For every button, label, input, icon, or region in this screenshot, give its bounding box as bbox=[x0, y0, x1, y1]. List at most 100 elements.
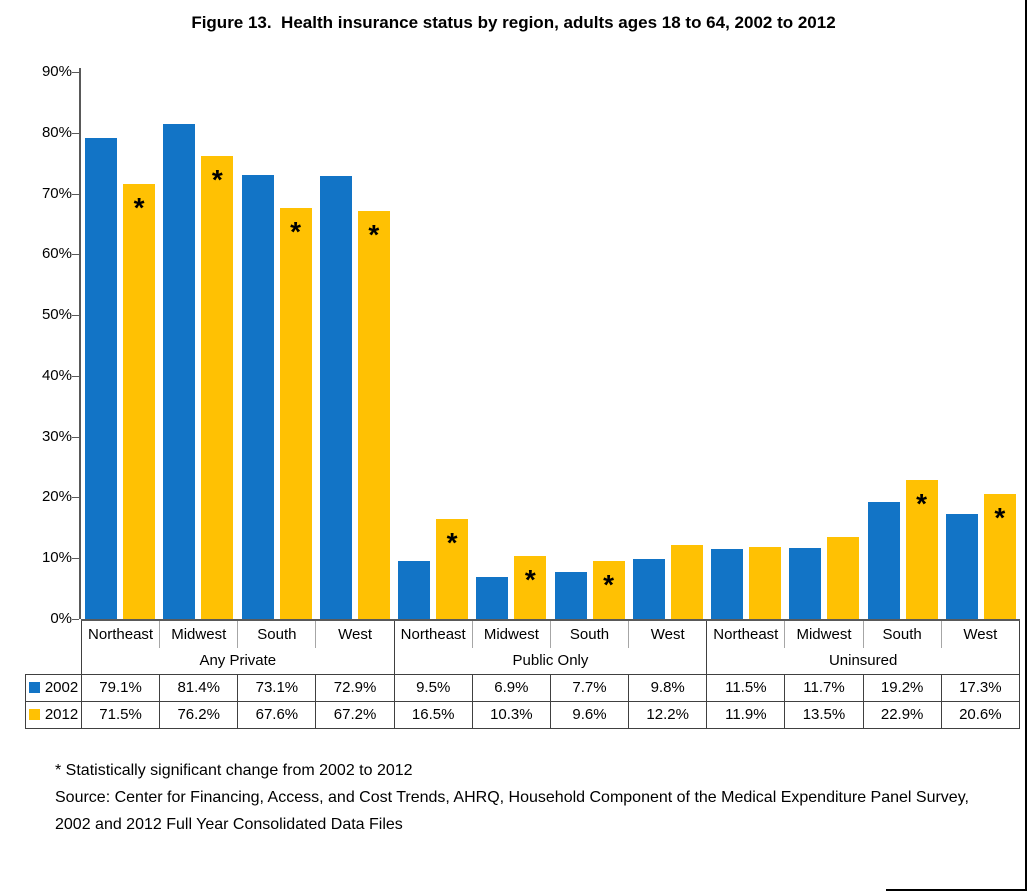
y-axis-tick-label: 10% bbox=[41, 549, 72, 567]
bar-2012-5: * bbox=[514, 556, 547, 619]
y-axis-tick-mark bbox=[72, 132, 79, 134]
value-cell-2002: 6.9% bbox=[471, 673, 551, 702]
value-cell-2002: 17.3% bbox=[940, 673, 1021, 702]
footnote-line: Source: Center for Financing, Access, an… bbox=[55, 789, 969, 806]
bar-2002-8 bbox=[711, 549, 744, 619]
region-bar-group: * bbox=[551, 72, 629, 619]
y-axis-line bbox=[79, 68, 81, 619]
y-axis-tick-label: 70% bbox=[41, 184, 72, 202]
bar-2012-7 bbox=[670, 544, 703, 619]
value-cell-2002: 11.5% bbox=[706, 673, 786, 702]
region-bar-group bbox=[785, 72, 863, 619]
y-axis-tick-label: 90% bbox=[41, 63, 72, 80]
y-axis-tick-mark bbox=[72, 436, 79, 438]
significance-asterisk: * bbox=[211, 163, 223, 195]
y-axis-tick-mark bbox=[72, 315, 79, 317]
y-axis-tick-label: 40% bbox=[41, 366, 72, 384]
y-axis-tick-label: 60% bbox=[41, 245, 72, 263]
significance-asterisk: * bbox=[368, 218, 380, 250]
value-cell-2002: 72.9% bbox=[315, 673, 395, 702]
plot-area: * * * * * * * * * bbox=[72, 68, 1020, 620]
bar-2012-8 bbox=[749, 546, 782, 619]
value-cell-2012: 9.6% bbox=[549, 700, 630, 729]
y-axis-tick-mark bbox=[72, 72, 79, 73]
value-cell-2012: 12.2% bbox=[628, 700, 708, 729]
value-cell-2002: 73.1% bbox=[237, 673, 317, 702]
significance-asterisk: * bbox=[290, 216, 302, 248]
table-row-series-2012: 2012 71.5% 76.2% 67.6% 67.2% 16.5% 10.3% 9.6% 12… bbox=[25, 700, 1021, 729]
region-bar-group: * bbox=[159, 72, 237, 619]
bar-2002-4 bbox=[398, 561, 431, 619]
bar-2012-4: * bbox=[436, 518, 469, 619]
footnotes: * Statistically significant change from … bbox=[55, 757, 1015, 838]
value-cell-2002: 9.5% bbox=[393, 673, 473, 702]
bar-2002-3 bbox=[319, 175, 352, 619]
significance-asterisk: * bbox=[133, 192, 145, 224]
table-row-series-2002: 2002 79.1% 81.4% 73.1% 72.9% 9.5% 6.9% 7.7% 9.8%… bbox=[25, 673, 1021, 702]
legend-key-2012: 2012 bbox=[25, 700, 82, 729]
y-axis-tick-mark bbox=[72, 254, 79, 256]
bar-2002-6 bbox=[554, 572, 587, 619]
region-header-cell: West bbox=[315, 619, 395, 648]
y-axis-tick-mark bbox=[72, 193, 79, 195]
significance-asterisk: * bbox=[994, 501, 1006, 533]
bar-2012-9 bbox=[827, 536, 860, 619]
bars-container: * * * * * * * * * bbox=[81, 72, 1020, 619]
region-bar-group: * bbox=[942, 72, 1020, 619]
value-cell-2012: 22.9% bbox=[862, 700, 942, 729]
bar-2002-0 bbox=[85, 138, 118, 619]
y-axis-tick-label: 0% bbox=[50, 610, 72, 627]
region-bar-group bbox=[707, 72, 785, 619]
legend-swatch-2012 bbox=[28, 709, 40, 720]
value-cell-2012: 76.2% bbox=[159, 700, 239, 729]
value-cell-2002: 81.4% bbox=[159, 673, 239, 702]
y-axis-tick-mark bbox=[72, 558, 79, 560]
region-header-cell: West bbox=[940, 619, 1021, 648]
right-border-line bbox=[1025, 0, 1027, 891]
bar-2002-1 bbox=[163, 124, 196, 619]
bottom-border-line bbox=[886, 889, 1027, 891]
figure-title: Figure 13. Health insurance status by re… bbox=[191, 13, 836, 32]
y-axis-tick-mark bbox=[72, 375, 79, 377]
region-bar-group: * bbox=[472, 72, 550, 619]
value-cell-2002: 19.2% bbox=[862, 673, 942, 702]
bar-2002-7 bbox=[632, 559, 665, 619]
bar-2012-3: * bbox=[357, 210, 390, 619]
table-row-regions: Northeast Midwest South West Northeast Midwes… bbox=[26, 619, 1021, 648]
bar-2012-10: * bbox=[905, 479, 938, 619]
table-row-groups: Any Private Public Only Uninsured bbox=[26, 648, 1020, 675]
bar-2002-11 bbox=[945, 513, 978, 619]
y-axis-tick-mark bbox=[72, 619, 79, 620]
legend-swatch-2002 bbox=[28, 682, 40, 693]
region-bar-group: * bbox=[316, 72, 394, 619]
legend-label-2012: 2012 bbox=[44, 706, 79, 723]
region-bar-group: * bbox=[864, 72, 942, 619]
region-header-cell: Midwest bbox=[471, 619, 551, 648]
y-axis-tick-label: 50% bbox=[41, 306, 72, 324]
significance-asterisk: * bbox=[916, 487, 928, 519]
legend-key-2002: 2002 bbox=[25, 673, 82, 702]
value-cell-2002: 79.1% bbox=[80, 673, 161, 702]
region-header-cell: Midwest bbox=[159, 619, 238, 648]
bar-2002-9 bbox=[789, 547, 822, 619]
footnote-line: * Statistically significant change from … bbox=[55, 762, 413, 779]
data-table: Northeast Midwest South West Northeast Midwes… bbox=[25, 619, 1021, 729]
y-axis-tick-mark bbox=[72, 497, 79, 499]
bar-2002-2 bbox=[241, 174, 274, 619]
bar-2012-1: * bbox=[201, 155, 234, 619]
significance-asterisk: * bbox=[603, 568, 615, 600]
footnote-line: 2002 and 2012 Full Year Consolidated Dat… bbox=[55, 816, 403, 833]
bar-2012-0: * bbox=[123, 184, 156, 619]
bar-2012-2: * bbox=[279, 208, 312, 619]
group-header-cell: Public Only bbox=[393, 648, 708, 675]
legend-label-2002: 2002 bbox=[44, 679, 79, 696]
data-table-body: Northeast Midwest South West Northeast Midwes… bbox=[25, 619, 1021, 729]
value-cell-2012: 16.5% bbox=[393, 700, 473, 729]
value-cell-2012: 71.5% bbox=[80, 700, 161, 729]
significance-asterisk: * bbox=[446, 526, 458, 558]
value-cell-2012: 10.3% bbox=[471, 700, 551, 729]
region-header-cell: Midwest bbox=[784, 619, 864, 648]
group-header-cell: Any Private bbox=[81, 648, 395, 675]
significance-asterisk: * bbox=[524, 564, 536, 596]
